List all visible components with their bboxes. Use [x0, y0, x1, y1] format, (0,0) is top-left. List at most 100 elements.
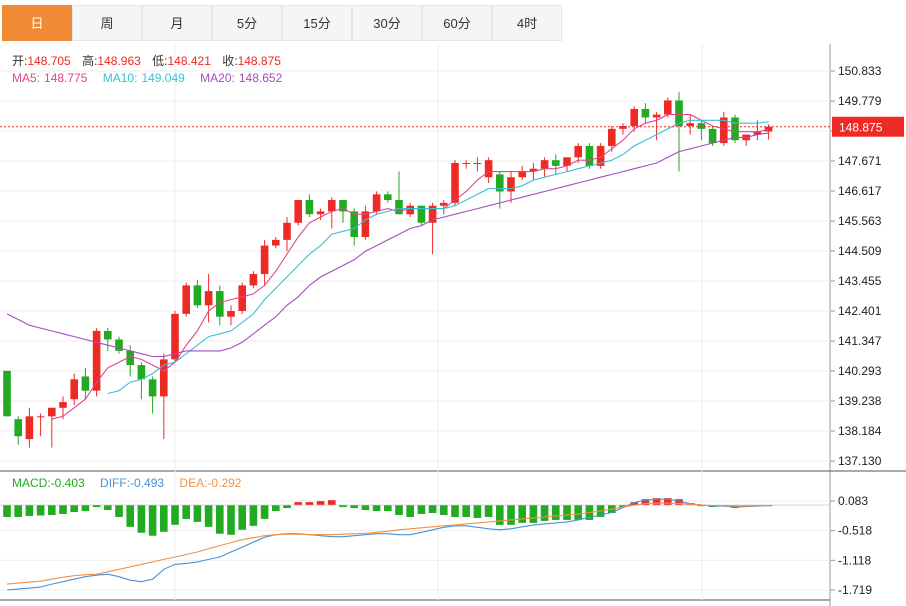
macd-bar — [395, 505, 403, 515]
macd-bar — [272, 505, 280, 512]
candle-body — [608, 128, 616, 146]
macd-bar — [473, 505, 482, 518]
diff-value: -0.493 — [130, 476, 164, 490]
candle-body — [249, 274, 258, 286]
tab-1[interactable]: 日 — [2, 5, 72, 41]
dea-label: DEA: — [179, 476, 207, 490]
macd-bar — [372, 505, 381, 512]
macd-bar — [328, 500, 336, 506]
macd-y-tick-label: 0.083 — [838, 494, 868, 508]
candle-body — [596, 145, 605, 166]
candle-body — [328, 200, 336, 212]
candle-body — [540, 160, 549, 169]
open-value: 148.705 — [27, 54, 71, 68]
y-tick-label: 139.238 — [838, 394, 882, 408]
open-label: 开: — [12, 54, 27, 68]
candle-body — [563, 157, 571, 166]
candle-body — [81, 376, 90, 391]
macd-bar — [529, 505, 538, 523]
y-tick-label: 141.347 — [838, 334, 882, 348]
macd-bar — [652, 498, 661, 506]
macd-bar — [518, 505, 526, 523]
tab-6[interactable]: 30分 — [352, 5, 422, 41]
tab-8[interactable]: 4时 — [492, 5, 562, 41]
macd-bar — [148, 505, 157, 536]
dea-value: -0.292 — [207, 476, 241, 490]
tab-5[interactable]: 15分 — [282, 5, 352, 41]
candle-body — [182, 285, 190, 314]
candle-body — [339, 200, 347, 212]
macd-bar — [507, 505, 515, 525]
y-tick-label: 138.184 — [838, 424, 882, 438]
macd-label: MACD: — [12, 476, 51, 490]
macd-y-tick-label: -0.518 — [838, 524, 872, 538]
macd-bar — [664, 498, 672, 506]
candle-body — [630, 108, 638, 127]
ma-line-ma20 — [6, 132, 769, 358]
candle-body — [720, 117, 728, 144]
candle-body — [227, 311, 235, 317]
tab-4[interactable]: 5分 — [212, 5, 282, 41]
macd-bar — [283, 505, 291, 509]
y-tick-label: 144.509 — [838, 244, 882, 258]
ma10-value: 149.049 — [141, 71, 185, 85]
macd-bar — [574, 505, 582, 520]
grid — [0, 44, 906, 606]
macd-y-tick-label: -1.719 — [838, 583, 872, 597]
candle-body — [36, 416, 45, 418]
low-value: 148.421 — [168, 54, 212, 68]
candle-body — [641, 108, 650, 118]
ma5-label: MA5: — [12, 71, 40, 85]
candle-body — [675, 100, 683, 127]
macd-bar — [171, 505, 179, 525]
tab-2[interactable]: 周 — [72, 5, 142, 41]
macd-bar — [36, 505, 45, 516]
candle-body — [451, 163, 459, 203]
macd-bar — [619, 505, 627, 508]
ma20-value: 148.652 — [239, 71, 283, 85]
candle-body — [137, 365, 146, 380]
low-label: 低: — [152, 54, 167, 68]
candle-body — [473, 163, 482, 165]
y-tick-label: 150.833 — [838, 64, 882, 78]
macd-bar — [193, 505, 202, 522]
macd-bar — [137, 505, 146, 533]
candle-body — [193, 285, 202, 306]
macd-bar — [361, 505, 370, 511]
macd-bar — [104, 505, 112, 511]
macd-bar — [406, 505, 414, 517]
tab-7[interactable]: 60分 — [422, 5, 492, 41]
candle-body — [764, 126, 773, 132]
candle-body — [529, 168, 538, 172]
candle-body — [361, 211, 370, 238]
macd-bar — [59, 505, 67, 514]
macd-lines — [6, 498, 769, 591]
candle-body — [3, 370, 11, 417]
macd-bar — [451, 505, 459, 517]
ma5-value: 148.775 — [44, 71, 88, 85]
high-value: 148.963 — [97, 54, 141, 68]
y-tick-label: 145.563 — [838, 214, 882, 228]
candle-body — [440, 202, 448, 206]
candle-body — [507, 177, 515, 192]
candle-body — [115, 339, 123, 351]
candle-body — [283, 222, 291, 240]
candle-body — [462, 163, 470, 165]
candle-body — [652, 114, 661, 118]
candle-body — [48, 407, 56, 417]
candle-body — [406, 205, 414, 215]
macd-bar — [227, 505, 235, 535]
macd-bar — [496, 505, 504, 525]
tab-3[interactable]: 月 — [142, 5, 212, 41]
y-tick-label: 137.130 — [838, 454, 882, 468]
candle-body — [664, 100, 672, 115]
candle-body — [686, 123, 694, 127]
ohlc-readout: 开:148.705 高:148.963 低:148.421 收:148.875 — [12, 53, 281, 68]
macd-value: -0.403 — [51, 476, 85, 490]
macd-bar — [563, 505, 571, 520]
candle-body — [417, 205, 426, 223]
candle-body — [294, 200, 302, 223]
macd-line-dea — [6, 502, 769, 585]
y-axis: 150.833149.779148.725147.671146.617145.5… — [0, 64, 904, 597]
candle-body — [428, 205, 437, 223]
